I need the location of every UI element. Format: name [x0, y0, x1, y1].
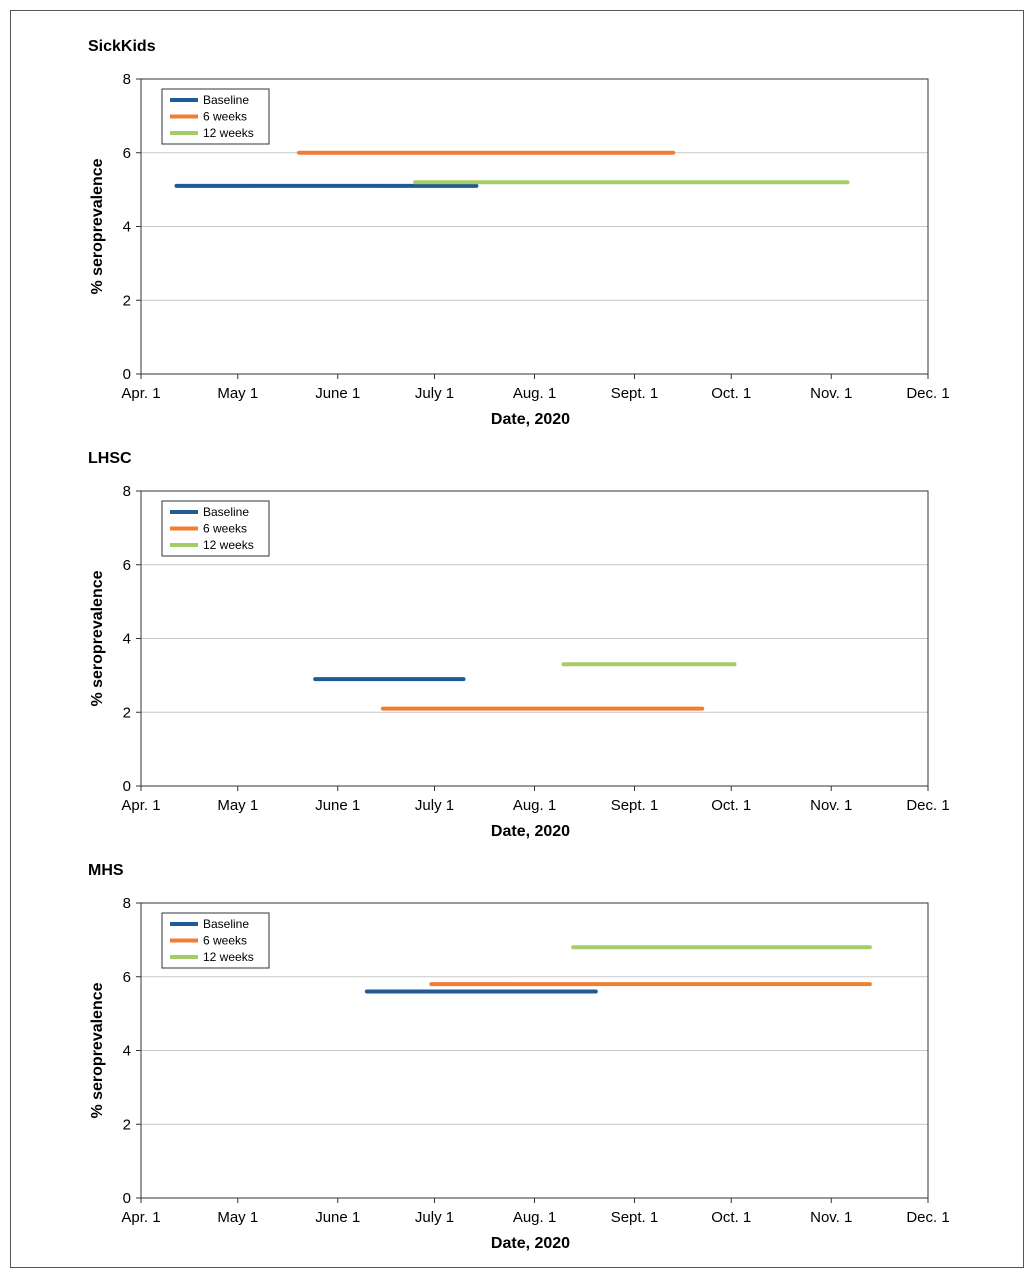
y-tick-label: 0 — [123, 778, 131, 795]
x-tick-label: Dec. 1 — [906, 1209, 949, 1226]
legend-label: 6 weeks — [203, 522, 247, 536]
legend-label: 12 weeks — [203, 950, 254, 964]
x-axis-title: Date, 2020 — [491, 1235, 570, 1252]
x-tick-label: May 1 — [217, 1209, 258, 1226]
x-tick-label: Apr. 1 — [121, 1209, 160, 1226]
x-tick-label: July 1 — [415, 1209, 454, 1226]
y-tick-label: 0 — [123, 1190, 131, 1207]
x-tick-label: Dec. 1 — [906, 385, 949, 402]
x-tick-label: May 1 — [217, 385, 258, 402]
x-tick-label: July 1 — [415, 797, 454, 814]
y-axis-title: % seroprevalence — [89, 158, 106, 294]
x-tick-label: Sept. 1 — [611, 1209, 659, 1226]
y-tick-label: 6 — [123, 557, 131, 574]
x-tick-label: Aug. 1 — [513, 797, 556, 814]
x-tick-label: Apr. 1 — [121, 385, 160, 402]
x-tick-label: Oct. 1 — [711, 385, 751, 402]
x-tick-label: Sept. 1 — [611, 385, 659, 402]
legend-label: 6 weeks — [203, 934, 247, 948]
panel-title: SickKids — [88, 38, 156, 55]
y-tick-label: 8 — [123, 71, 131, 88]
y-axis-title: % seroprevalence — [89, 982, 106, 1118]
x-tick-label: Aug. 1 — [513, 385, 556, 402]
y-tick-label: 4 — [123, 631, 131, 648]
y-axis-title: % seroprevalence — [89, 570, 106, 706]
y-tick-label: 2 — [123, 704, 131, 721]
legend-label: 12 weeks — [203, 538, 254, 552]
x-tick-label: June 1 — [315, 385, 360, 402]
y-tick-label: 8 — [123, 895, 131, 912]
legend-label: 12 weeks — [203, 126, 254, 140]
y-tick-label: 8 — [123, 483, 131, 500]
x-tick-label: Oct. 1 — [711, 797, 751, 814]
y-tick-label: 4 — [123, 219, 131, 236]
x-tick-label: June 1 — [315, 797, 360, 814]
y-tick-label: 2 — [123, 292, 131, 309]
x-tick-label: July 1 — [415, 385, 454, 402]
x-tick-label: Nov. 1 — [810, 1209, 852, 1226]
y-tick-label: 0 — [123, 366, 131, 383]
x-tick-label: Nov. 1 — [810, 385, 852, 402]
x-tick-label: Aug. 1 — [513, 1209, 556, 1226]
y-tick-label: 6 — [123, 145, 131, 162]
x-tick-label: June 1 — [315, 1209, 360, 1226]
x-axis-title: Date, 2020 — [491, 411, 570, 428]
figure-frame — [10, 10, 1024, 1268]
y-tick-label: 6 — [123, 969, 131, 986]
legend-label: Baseline — [203, 505, 249, 519]
x-tick-label: Sept. 1 — [611, 797, 659, 814]
x-tick-label: Nov. 1 — [810, 797, 852, 814]
y-tick-label: 2 — [123, 1116, 131, 1133]
panel-title: LHSC — [88, 450, 132, 467]
panel-title: MHS — [88, 862, 124, 879]
legend-label: Baseline — [203, 93, 249, 107]
x-tick-label: Apr. 1 — [121, 797, 160, 814]
x-axis-title: Date, 2020 — [491, 823, 570, 840]
x-tick-label: May 1 — [217, 797, 258, 814]
x-tick-label: Dec. 1 — [906, 797, 949, 814]
x-tick-label: Oct. 1 — [711, 1209, 751, 1226]
legend-label: 6 weeks — [203, 110, 247, 124]
legend-label: Baseline — [203, 917, 249, 931]
y-tick-label: 4 — [123, 1043, 131, 1060]
